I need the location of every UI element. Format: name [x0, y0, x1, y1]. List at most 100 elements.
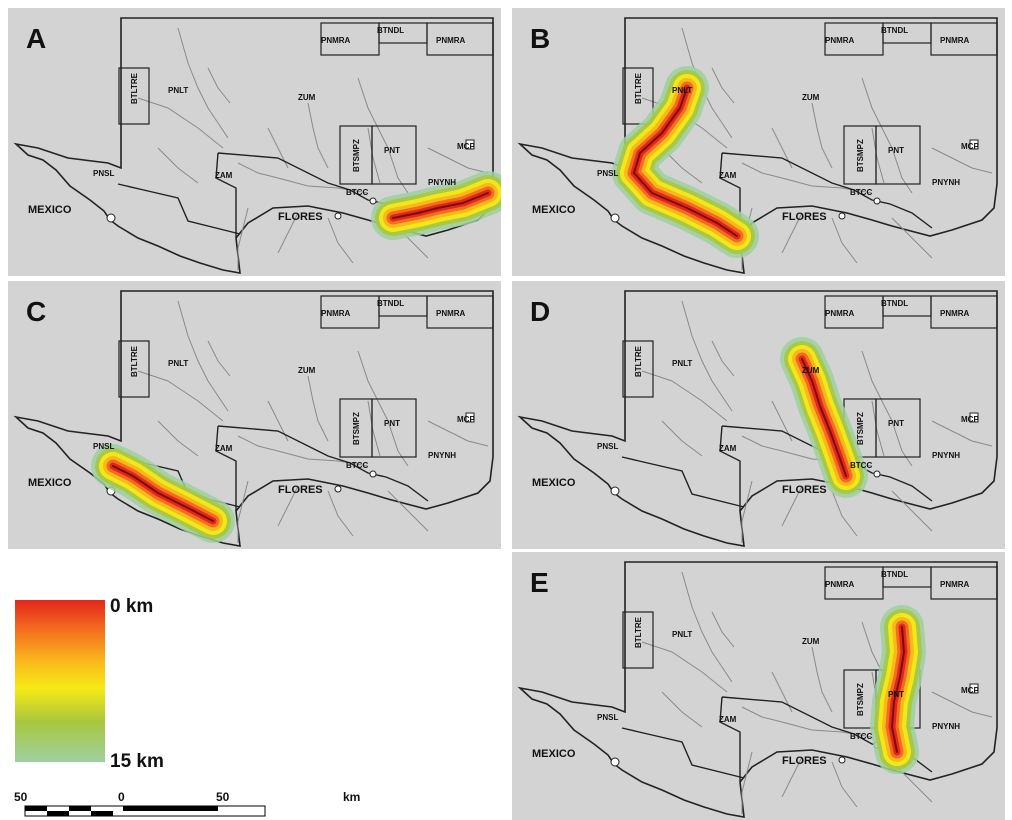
map-label-belice: BELICE: [499, 105, 501, 135]
map-label-zum: ZUM: [802, 93, 820, 102]
map-label-btndl: BTNDL: [881, 299, 908, 308]
pnmra-box: [426, 22, 494, 56]
flores-marker: [334, 485, 342, 493]
region-boundary: [217, 425, 429, 502]
map-label-flores: FLORES: [782, 211, 827, 223]
pnmra-box: [930, 22, 998, 56]
mcp-marker: [969, 412, 979, 423]
panel-label-b: B: [530, 23, 550, 54]
scale-label-0: 0: [118, 790, 125, 804]
map-label-btcc: BTCC: [850, 188, 872, 197]
map-label-btcc: BTCC: [850, 732, 872, 741]
map-label-btltre: BTLTRE: [634, 72, 643, 104]
map-label-pnt: PNT: [888, 146, 904, 155]
country-outline: [13, 17, 494, 274]
map-label-pnynh: PNYNH: [428, 451, 456, 460]
map-label-belice: BELICE: [1003, 649, 1005, 679]
map-label-zam: ZAM: [719, 171, 737, 180]
pnmra-box: [930, 566, 998, 600]
distance-buffer: [870, 605, 926, 774]
btltre-box: [622, 67, 654, 125]
mcp-marker: [969, 683, 979, 694]
map-label-btsmpz: BTSMPZ: [856, 683, 865, 716]
pnt-box: [875, 125, 921, 185]
map-label-pnlt: PNLT: [672, 86, 692, 95]
map-label-btsmpz: BTSMPZ: [352, 412, 361, 445]
map-label-pnt: PNT: [384, 419, 400, 428]
map-label-pnmra: PNMRA: [436, 36, 466, 45]
map-label-pnt: PNT: [888, 690, 904, 699]
map-label-zum: ZUM: [802, 366, 820, 375]
map-label-pnmra: PNMRA: [825, 580, 855, 589]
region-boundary: [621, 727, 745, 779]
panel-label-e: E: [530, 567, 549, 598]
map-label-pnynh: PNYNH: [428, 178, 456, 187]
map-label-zum: ZUM: [298, 366, 316, 375]
map-label-mexico: MEXICO: [532, 477, 576, 489]
map-label-pnsl: PNSL: [93, 169, 114, 178]
map-label-pnt: PNT: [888, 419, 904, 428]
pnmra-box: [426, 295, 494, 329]
region-boundary: [719, 425, 741, 511]
legend-color-ramp: [15, 600, 105, 762]
btcc-marker: [873, 470, 881, 478]
map-label-pnt: PNT: [384, 146, 400, 155]
map-label-pnynh: PNYNH: [932, 178, 960, 187]
panel-label-c: C: [26, 296, 46, 327]
country-outline: [517, 290, 998, 547]
map-label-btcc: BTCC: [346, 188, 368, 197]
btltre-box: [622, 611, 654, 669]
scale-label-50: 50: [216, 790, 230, 804]
road-network: [137, 300, 489, 543]
btcc-marker: [369, 470, 377, 478]
map-label-btltre: BTLTRE: [634, 616, 643, 648]
map-label-mcp: MCP: [961, 686, 979, 695]
map-label-pnmra: PNMRA: [436, 309, 466, 318]
map-label-pnsl: PNSL: [597, 713, 618, 722]
map-label-pnlt: PNLT: [168, 86, 188, 95]
pnmra-box: [930, 295, 998, 329]
region-boundary: [215, 425, 237, 511]
distance-buffer: [612, 66, 759, 258]
map-label-btndl: BTNDL: [881, 570, 908, 579]
map-label-zum: ZUM: [802, 637, 820, 646]
region-boundary: [621, 456, 745, 508]
map-label-pnmra: PNMRA: [321, 36, 351, 45]
map-label-pnynh: PNYNH: [932, 451, 960, 460]
region-boundary: [721, 152, 933, 229]
mcp-marker: [969, 139, 979, 150]
map-label-zum: ZUM: [298, 93, 316, 102]
map-label-pnmra: PNMRA: [940, 36, 970, 45]
map-label-flores: FLORES: [782, 484, 827, 496]
map-panel-e: PNMRA BTNDL PNMRA PNLT ZUM PNT MCP PNYNH PNSL ZAM…: [512, 552, 1005, 820]
map-label-btndl: BTNDL: [377, 299, 404, 308]
map-label-btsmpz: BTSMPZ: [856, 139, 865, 172]
map-label-flores: FLORES: [278, 484, 323, 496]
mcp-marker: [465, 412, 475, 423]
map-label-pnynh: PNYNH: [932, 722, 960, 731]
mcp-marker: [465, 139, 475, 150]
map-label-pnmra: PNMRA: [940, 309, 970, 318]
distance-buffer: [91, 444, 235, 543]
map-label-pnsl: PNSL: [597, 169, 618, 178]
pnt-box: [371, 398, 417, 458]
scale-bar: 50 0 50 100: [14, 790, 266, 817]
region-boundary: [719, 696, 741, 782]
scale-unit-label: km: [343, 790, 361, 804]
distance-buffer: [371, 171, 501, 240]
map-label-zam: ZAM: [215, 444, 233, 453]
mexico-marker: [106, 213, 116, 223]
map-label-mcp: MCP: [457, 142, 475, 151]
map-label-pnsl: PNSL: [597, 442, 618, 451]
map-label-mexico: MEXICO: [532, 748, 576, 760]
map-label-zam: ZAM: [719, 715, 737, 724]
map-panel-c: PNMRA BTNDL PNMRA PNLT ZUM PNT MCP PNYNH PNSL ZAM…: [8, 281, 501, 549]
pnt-box: [371, 125, 417, 185]
btltre-box: [622, 340, 654, 398]
map-label-belice: BELICE: [1003, 378, 1005, 408]
map-label-zam: ZAM: [215, 171, 233, 180]
map-label-mexico: MEXICO: [532, 204, 576, 216]
region-boundary: [117, 183, 241, 235]
map-label-zam: ZAM: [719, 444, 737, 453]
map-label-belice: BELICE: [1003, 105, 1005, 135]
